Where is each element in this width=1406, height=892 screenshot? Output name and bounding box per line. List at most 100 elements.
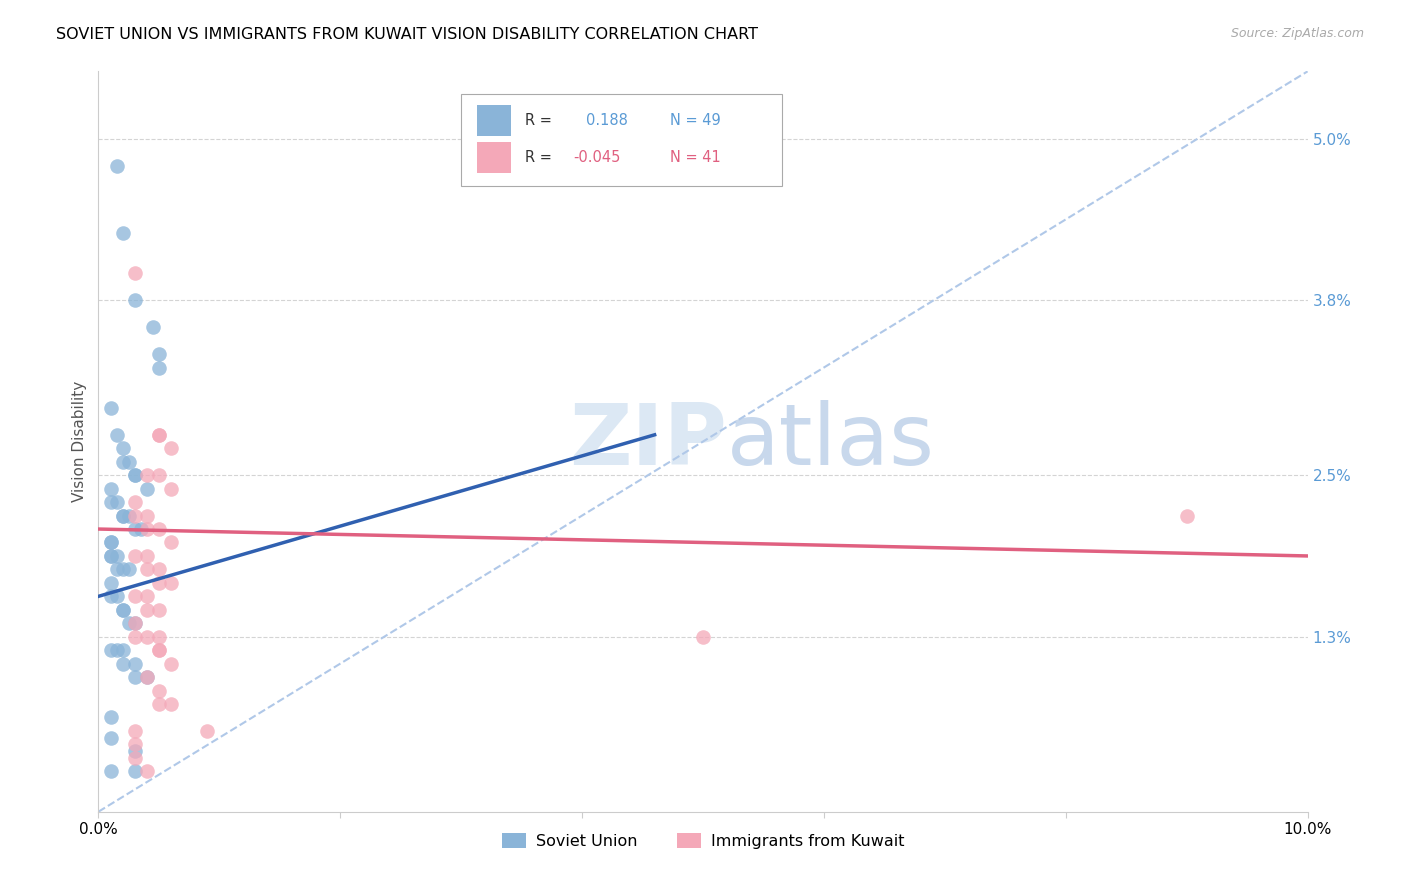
Point [100,482,122,496]
Point [100,710,122,724]
Point [100,535,122,549]
Point [118,562,141,576]
Point [100,535,122,549]
Point [124,590,146,604]
Point [100,401,122,415]
Point [124,522,146,536]
Point [160,442,183,456]
Point [135,764,157,779]
Text: N = 49: N = 49 [671,112,721,128]
Point [105,562,128,576]
Point [111,226,134,240]
Text: atlas: atlas [727,400,935,483]
Point [148,562,170,576]
Point [124,293,146,308]
Point [148,427,170,442]
Point [100,495,122,509]
Y-axis label: Vision Disability: Vision Disability [72,381,87,502]
Point [118,508,141,523]
Point [160,697,183,711]
Text: N = 41: N = 41 [671,150,721,165]
Point [124,616,146,631]
Text: -0.045: -0.045 [574,150,621,165]
Point [105,643,128,657]
Point [160,575,183,590]
Point [100,549,122,563]
Text: ZIP: ZIP [569,400,727,483]
Point [135,522,157,536]
Point [148,643,170,657]
Point [142,320,165,334]
Point [135,670,157,684]
Point [148,360,170,375]
Point [148,427,170,442]
Text: 0.188: 0.188 [586,112,627,128]
Point [105,495,128,509]
Point [692,630,714,644]
Point [124,657,146,671]
Point [105,159,128,173]
Point [105,549,128,563]
Text: SOVIET UNION VS IMMIGRANTS FROM KUWAIT VISION DISABILITY CORRELATION CHART: SOVIET UNION VS IMMIGRANTS FROM KUWAIT V… [56,27,758,42]
Point [135,562,157,576]
Point [111,562,134,576]
Point [148,630,170,644]
Point [135,508,157,523]
Point [124,468,146,483]
Point [160,482,183,496]
Point [135,590,157,604]
Point [100,643,122,657]
Point [111,508,134,523]
Point [100,549,122,563]
Text: R =: R = [526,112,553,128]
Point [111,455,134,469]
Point [148,697,170,711]
Point [124,266,146,280]
Point [111,442,134,456]
Point [124,549,146,563]
Point [111,603,134,617]
Point [111,657,134,671]
Point [111,508,134,523]
FancyBboxPatch shape [461,94,782,186]
Point [124,764,146,779]
Point [100,731,122,745]
Point [148,347,170,361]
Point [100,590,122,604]
Point [148,643,170,657]
Point [148,683,170,698]
Point [129,522,152,536]
Point [135,468,157,483]
Point [105,590,128,604]
Point [148,603,170,617]
Point [118,616,141,631]
Point [100,575,122,590]
Point [124,468,146,483]
Point [124,723,146,738]
Point [124,744,146,758]
Point [105,427,128,442]
Point [135,603,157,617]
FancyBboxPatch shape [477,104,510,136]
Point [148,575,170,590]
Point [124,670,146,684]
Legend: Soviet Union, Immigrants from Kuwait: Soviet Union, Immigrants from Kuwait [495,827,911,855]
Point [100,764,122,779]
Point [111,643,134,657]
Point [135,549,157,563]
Text: R =: R = [526,150,553,165]
Point [160,657,183,671]
Point [135,482,157,496]
Point [118,455,141,469]
Point [148,522,170,536]
Point [124,738,146,752]
Point [135,670,157,684]
Point [124,508,146,523]
Point [124,495,146,509]
Point [1175,508,1198,523]
Point [124,630,146,644]
Point [160,535,183,549]
Point [124,616,146,631]
FancyBboxPatch shape [477,142,510,173]
Text: Source: ZipAtlas.com: Source: ZipAtlas.com [1230,27,1364,40]
